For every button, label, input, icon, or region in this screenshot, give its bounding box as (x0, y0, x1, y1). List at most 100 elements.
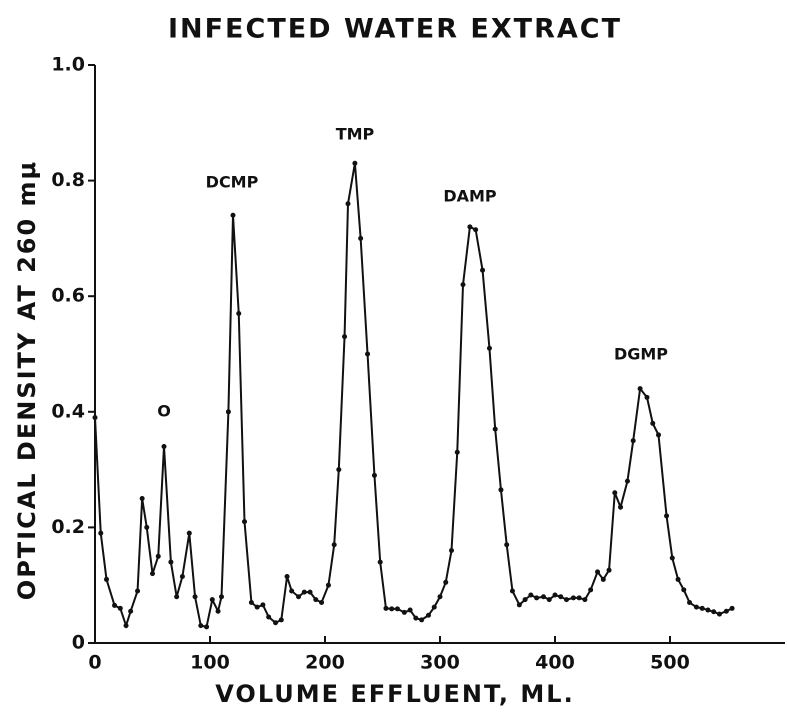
data-point (168, 559, 174, 565)
data-point (541, 594, 546, 600)
data-point (582, 597, 588, 603)
data-point (389, 606, 395, 612)
data-point (204, 624, 210, 630)
data-point (325, 582, 331, 588)
data-point (174, 594, 180, 600)
data-point (278, 617, 284, 623)
data-point (301, 589, 307, 595)
data-point (186, 530, 192, 536)
data-point (498, 487, 504, 493)
data-point (454, 449, 460, 455)
y-tick-label: 0 (72, 632, 85, 654)
data-point (230, 212, 236, 218)
data-point (284, 574, 290, 580)
x-tick-label: 500 (650, 652, 690, 674)
x-tick-label: 400 (535, 652, 575, 674)
data-point (209, 597, 215, 603)
peak-label: DGMP (614, 345, 668, 364)
data-point (104, 576, 109, 582)
data-point (219, 594, 224, 600)
data-point (656, 432, 661, 438)
data-point (352, 160, 358, 166)
data-point (564, 597, 569, 603)
data-point (473, 227, 479, 233)
data-point (675, 576, 681, 582)
data-point (711, 609, 717, 615)
data-point (365, 351, 371, 357)
data-point (546, 597, 552, 603)
data-point (236, 311, 242, 317)
data-point (377, 559, 383, 565)
data-point (516, 602, 522, 608)
data-point (504, 542, 510, 548)
data-point (331, 542, 337, 548)
data-line (94, 163, 733, 629)
data-point (486, 345, 492, 351)
data-point (336, 467, 342, 473)
data-point (669, 555, 675, 561)
data-point (242, 519, 247, 525)
data-point (413, 615, 419, 621)
data-point (705, 607, 711, 613)
data-point (644, 394, 650, 400)
y-tick-label: 0.4 (51, 400, 85, 422)
x-tick-label: 200 (305, 652, 345, 674)
data-point (401, 609, 407, 615)
data-point (576, 595, 582, 601)
data-point (600, 576, 606, 582)
peak-label: TMP (336, 125, 375, 144)
y-tick-label: 0.6 (51, 285, 85, 307)
data-point (723, 608, 729, 614)
data-point (687, 600, 693, 606)
data-point (624, 478, 630, 484)
data-point (273, 620, 279, 626)
data-point (139, 496, 145, 501)
chart-title: INFECTED WATER EXTRACT (168, 14, 622, 45)
data-point (117, 605, 123, 611)
data-point (534, 595, 540, 601)
data-point (144, 524, 150, 530)
peak-label: DCMP (206, 173, 259, 192)
y-tick-label: 0.8 (51, 169, 85, 191)
data-point (630, 438, 636, 444)
peak-label: O (157, 402, 171, 421)
x-axis-label: VOLUME EFFLUENT, ML. (215, 680, 574, 708)
data-point (699, 605, 705, 611)
data-point (558, 594, 564, 600)
data-point (606, 567, 612, 573)
data-point (128, 608, 134, 614)
data-point (664, 513, 670, 519)
data-point (161, 443, 167, 449)
data-point (296, 594, 302, 600)
data-point (260, 602, 266, 608)
data-point (467, 224, 473, 230)
data-point (492, 426, 498, 432)
peak-label: DAMP (443, 187, 497, 206)
data-point (449, 548, 454, 554)
data-point (371, 472, 377, 478)
data-point (437, 594, 443, 600)
x-tick-label: 0 (88, 652, 101, 674)
data-point (123, 623, 129, 629)
data-point (98, 530, 104, 536)
data-point (192, 594, 198, 600)
data-point (225, 409, 231, 415)
data-point (522, 597, 528, 603)
data-point (431, 604, 437, 610)
data-point (155, 553, 161, 559)
data-point (394, 606, 400, 612)
data-point (588, 587, 594, 593)
data-point (345, 201, 351, 207)
data-point (618, 504, 624, 510)
y-axis-label: OPTICAL DENSITY AT 260 mμ (13, 160, 41, 600)
data-point (179, 574, 185, 580)
data-point (528, 592, 534, 598)
data-point (637, 386, 643, 392)
data-point (509, 588, 515, 594)
data-point (313, 597, 319, 603)
data-point (650, 420, 656, 426)
data-point (358, 235, 364, 241)
data-point (254, 604, 260, 610)
data-point (552, 592, 558, 598)
